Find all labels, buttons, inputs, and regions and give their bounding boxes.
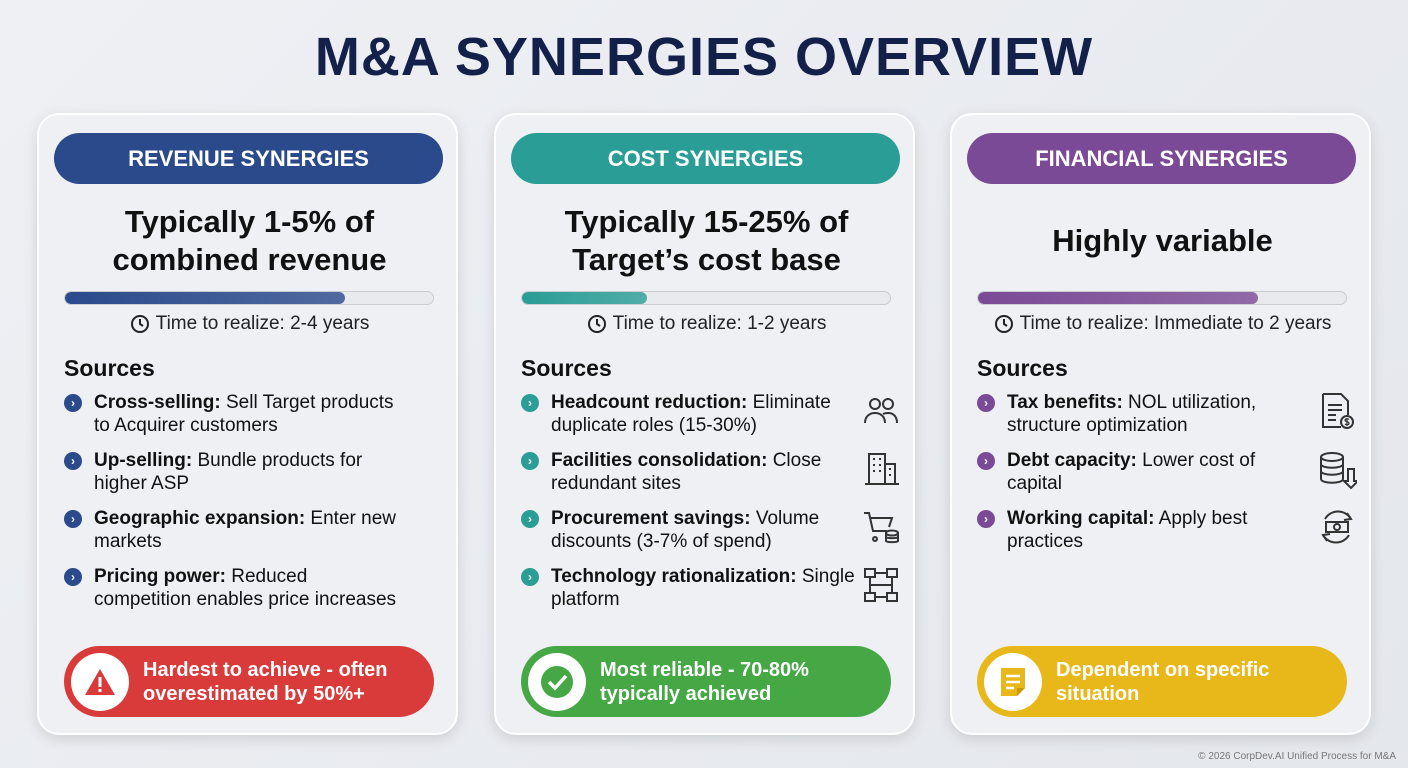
source-title: Working capital: [1007,508,1155,529]
chevron-right-icon: › [521,452,539,470]
progress-fill [978,292,1258,304]
time-to-realize: Time to realize: 1-2 years [496,313,917,335]
sources-list: › Headcount reduction: Eliminate duplica… [521,391,901,613]
time-to-realize: Time to realize: Immediate to 2 years [952,313,1373,335]
sources-heading: Sources [521,355,612,381]
synergy-card: FINANCIAL SYNERGIES Highly variable Time… [950,113,1371,735]
time-text: Time to realize: 2-4 years [155,313,370,334]
synergy-card: REVENUE SYNERGIES Typically 1-5% of comb… [37,113,458,735]
chevron-right-icon: › [521,568,539,586]
check-icon [528,652,586,711]
source-item: › Geographic expansion: Enter new market… [64,507,444,555]
sources-list: › Tax benefits: NOL utilization, structu… [977,391,1357,555]
time-text: Time to realize: 1-2 years [612,313,827,334]
time-to-realize: Time to realize: 2-4 years [39,313,460,335]
source-description: Reduced competition enables price increa… [94,566,397,610]
progress-bar [977,291,1347,305]
card-headline: Typically 1-5% of combined revenue [112,204,387,277]
source-item: › Debt capacity: Lower cost of capital [977,449,1357,497]
callout-banner: Hardest to achieve - often overestimated… [64,646,434,717]
card-headline: Highly variable [1052,223,1273,258]
source-description: NOL utilization, structure optimization [1007,392,1257,436]
card-header: FINANCIAL SYNERGIES [967,133,1356,184]
source-title: Procurement savings: [551,508,751,529]
source-description: Sell Target products to Acquirer custome… [94,392,394,436]
source-item: › Pricing power: Reduced competition ena… [64,565,444,613]
progress-bar [64,291,434,305]
source-item: › Working capital: Apply best practices [977,507,1357,555]
chevron-right-icon: › [977,510,995,528]
chevron-right-icon: › [64,568,82,586]
chevron-right-icon: › [64,510,82,528]
callout-banner: Dependent on specific situation [977,646,1347,717]
callout-text: Hardest to achieve - often overestimated… [143,658,388,705]
callout-banner: Most reliable - 70-80% typically achieve… [521,646,891,717]
callout-text: Most reliable - 70-80% typically achieve… [600,658,809,705]
source-item: › Procurement savings: Volume discounts … [521,507,901,555]
source-title: Debt capacity: [1007,450,1137,471]
card-headline: Typically 15-25% of Target’s cost base [564,204,849,277]
source-title: Technology rationalization: [551,566,797,587]
source-description: Volume discounts (3-7% of spend) [551,508,820,552]
chevron-right-icon: › [64,452,82,470]
progress-fill [522,292,648,304]
chevron-right-icon: › [521,394,539,412]
source-item: › Technology rationalization: Single pla… [521,565,901,613]
clock-icon [994,315,1013,333]
source-item: › Tax benefits: NOL utilization, structu… [977,391,1357,439]
chevron-right-icon: › [521,510,539,528]
chevron-right-icon: › [64,394,82,412]
progress-bar [521,291,891,305]
source-title: Tax benefits: [1007,392,1123,413]
source-item: › Up-selling: Bundle products for higher… [64,449,444,497]
source-description: Lower cost of capital [1007,450,1256,494]
synergy-card: COST SYNERGIES Typically 15-25% of Targe… [494,113,915,735]
card-header: COST SYNERGIES [511,133,900,184]
source-description: Close redundant sites [551,450,822,494]
source-item: › Facilities consolidation: Close redund… [521,449,901,497]
warning-icon [71,652,129,711]
footer-copyright: © 2026 CorpDev.AI Unified Process for M&… [1198,751,1396,762]
progress-fill [65,292,345,304]
clock-icon [130,315,149,333]
source-title: Facilities consolidation: [551,450,768,471]
sources-heading: Sources [977,355,1068,381]
source-description: Apply best practices [1007,508,1248,552]
time-text: Time to realize: Immediate to 2 years [1019,313,1332,334]
chevron-right-icon: › [977,452,995,470]
sources-heading: Sources [64,355,155,381]
source-description: Eliminate duplicate roles (15-30%) [551,392,831,436]
source-title: Headcount reduction: [551,392,748,413]
source-description: Bundle products for higher ASP [94,450,363,494]
page-title: M&A SYNERGIES OVERVIEW [314,27,1094,87]
clock-icon [587,315,606,333]
note-icon [984,652,1042,711]
card-header: REVENUE SYNERGIES [54,133,443,184]
source-description: Enter new markets [94,508,396,552]
source-description: Single platform [551,566,855,610]
chevron-right-icon: › [977,394,995,412]
callout-text: Dependent on specific situation [1056,658,1270,705]
source-title: Pricing power: [94,566,226,587]
source-title: Cross-selling: [94,392,221,413]
source-item: › Headcount reduction: Eliminate duplica… [521,391,901,439]
source-title: Up-selling: [94,450,193,471]
source-item: › Cross-selling: Sell Target products to… [64,391,444,439]
source-title: Geographic expansion: [94,508,306,529]
sources-list: › Cross-selling: Sell Target products to… [64,391,444,613]
